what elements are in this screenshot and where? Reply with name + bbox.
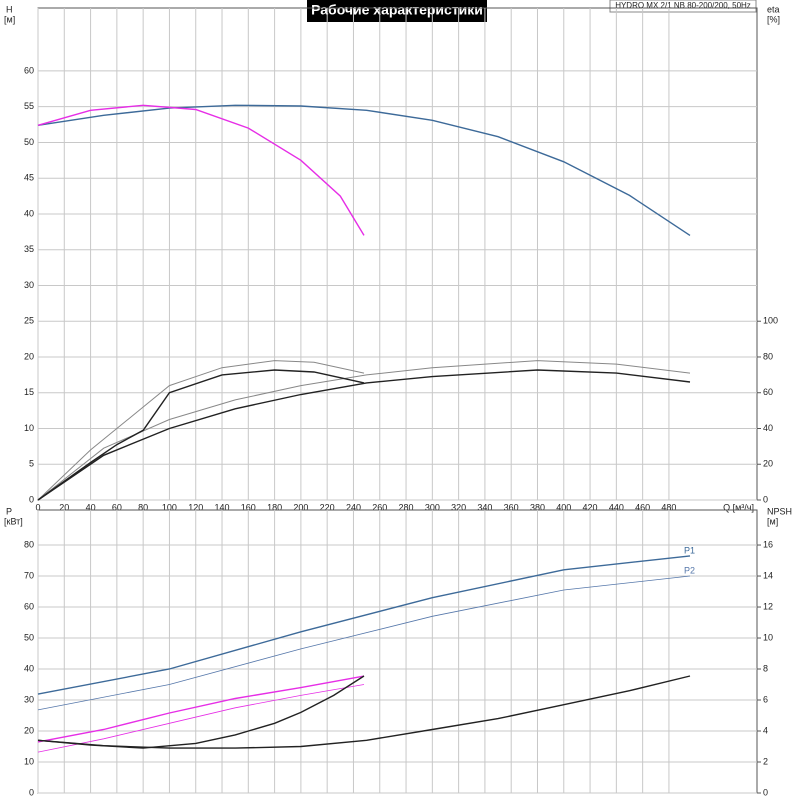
curve [37,675,691,749]
x-tick-label: 260 [372,502,387,512]
y2-tick-label: 8 [763,663,768,673]
x-tick-label: 100 [162,502,177,512]
y-axis-unit: [м] [4,14,15,24]
model: HYDRO MX 2/1 NB 80-200/200, 50Hz [615,1,751,10]
y2-tick-label: 16 [763,539,773,549]
y2-axis-unit: [%] [767,14,780,24]
y-tick-label: 40 [24,208,34,218]
curve [37,360,691,501]
curve [37,555,691,695]
x-tick-label: 400 [556,502,571,512]
y-tick-label: 60 [24,65,34,75]
x-tick-label: 180 [267,502,282,512]
curve [37,675,365,749]
y-tick-label: 40 [24,663,34,673]
y-tick-label: 70 [24,570,34,580]
y2-tick-label: 0 [763,494,768,504]
x-tick-label: 320 [451,502,466,512]
y-tick-label: 20 [24,351,34,361]
y-tick-label: 35 [24,244,34,254]
y-tick-label: 55 [24,101,34,111]
title: Рабочие характеристики [311,2,483,18]
y2-tick-label: 20 [763,459,773,469]
y2-tick-label: 2 [763,756,768,766]
x-tick-label: 340 [477,502,492,512]
x-tick-label: 200 [293,502,308,512]
y2-tick-label: 0 [763,787,768,797]
y-tick-label: 50 [24,632,34,642]
y-tick-label: 20 [24,725,34,735]
y2-tick-label: 12 [763,601,773,611]
curve [37,104,365,236]
y-tick-label: 50 [24,137,34,147]
y2-tick-label: 6 [763,694,768,704]
x-tick-label: 420 [583,502,598,512]
y-tick-label: 15 [24,387,34,397]
y-tick-label: 10 [24,423,34,433]
y2-tick-label: 14 [763,570,773,580]
x-tick-label: 60 [112,502,122,512]
y2-tick-label: 100 [763,316,778,326]
y-tick-label: 80 [24,539,34,549]
y-tick-label: 30 [24,694,34,704]
y2-tick-label: 40 [763,423,773,433]
curve-label: P2 [684,565,695,575]
y-axis-unit: [кВт] [4,516,23,526]
x-tick-label: 80 [138,502,148,512]
y2-tick-label: 10 [763,632,773,642]
x-tick-label: 440 [609,502,624,512]
curve [37,360,365,501]
title-box [307,0,487,22]
x-tick-label: 220 [320,502,335,512]
y-tick-label: 45 [24,173,34,183]
y-axis-label: P [6,506,12,516]
y2-axis-unit: [м] [767,516,778,526]
curve [37,675,365,743]
x-tick-label: 40 [86,502,96,512]
x-tick-label: 140 [215,502,230,512]
x-tick-label: 280 [399,502,414,512]
y2-tick-label: 80 [763,351,773,361]
y-axis-label: H [6,4,13,14]
y-tick-label: 0 [29,494,34,504]
plot-frame [37,509,758,794]
y-tick-label: 30 [24,280,34,290]
x-tick-label: 480 [661,502,676,512]
curve [37,369,365,501]
model-box [609,0,757,13]
curve [37,369,691,501]
x-tick-label: 120 [188,502,203,512]
y-tick-label: 0 [29,787,34,797]
curve-label: P1 [684,545,695,555]
curve [37,104,691,236]
x-tick-label: 240 [346,502,361,512]
x-tick-label: 160 [241,502,256,512]
y-tick-label: 10 [24,756,34,766]
x-tick-label: 20 [59,502,69,512]
y2-axis-label: eta [767,4,780,14]
curve [37,575,691,711]
curve [37,684,365,753]
y-tick-label: 60 [24,601,34,611]
x-tick-label: 0 [35,502,40,512]
y-tick-label: 25 [24,316,34,326]
x-tick-label: 300 [425,502,440,512]
x-axis-label: Q [м³/ч] [723,502,754,512]
y2-tick-label: 4 [763,725,768,735]
y2-tick-label: 60 [763,387,773,397]
y-tick-label: 5 [29,459,34,469]
x-tick-label: 360 [504,502,519,512]
x-tick-label: 380 [530,502,545,512]
x-tick-label: 460 [635,502,650,512]
y2-axis-label: NPSH [767,506,792,516]
